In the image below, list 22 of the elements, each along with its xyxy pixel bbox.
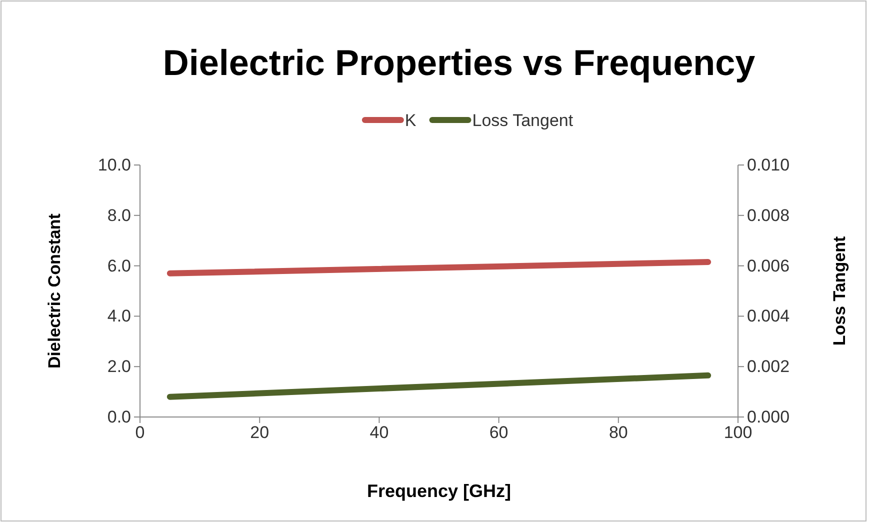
x-tick-label: 0	[135, 423, 145, 442]
y-axis-title: Dielectric Constant	[45, 213, 64, 368]
x-tick-label: 20	[250, 423, 270, 442]
y-tick-label: 8.0	[107, 206, 131, 225]
x-tick-label: 60	[489, 423, 508, 442]
legend-label: K	[404, 111, 417, 130]
y2-tick-label: 0.006	[747, 256, 790, 276]
y-tick-label: 4.0	[107, 306, 131, 326]
y-tick-label: 0.0	[107, 407, 131, 426]
x-tick-label: 80	[608, 423, 628, 442]
y-tick-label: 10.0	[98, 155, 131, 174]
y2-tick-label: 0.004	[747, 306, 790, 326]
y2-axis-title: Loss Tangent	[830, 236, 849, 346]
y2-tick-label: 0.010	[747, 155, 790, 174]
x-axis-title: Frequency [GHz]	[366, 481, 512, 501]
y-tick-label: 2.0	[107, 357, 131, 376]
x-tick-label: 40	[370, 423, 389, 442]
y2-tick-label: 0.008	[747, 206, 790, 225]
legend-label: Loss Tangent	[472, 111, 574, 130]
chart-title: Dielectric Properties vs Frequency	[162, 42, 756, 83]
y-tick-label: 6.0	[107, 256, 131, 276]
y2-tick-label: 0.002	[747, 357, 790, 376]
